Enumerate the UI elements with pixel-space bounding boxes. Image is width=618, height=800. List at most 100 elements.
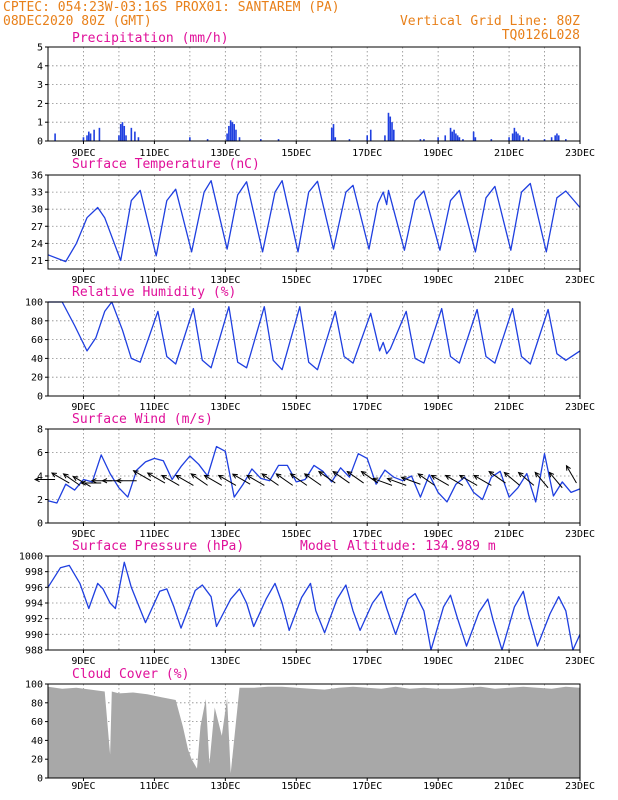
wind-arrow	[303, 473, 322, 486]
x-tick-label: 19DEC	[423, 781, 453, 792]
precip-bar	[423, 139, 425, 141]
header-grid-note: Vertical Grid Line: 80Z	[400, 14, 580, 29]
precip-bar	[123, 125, 126, 141]
x-tick-label: 13DEC	[210, 402, 240, 413]
humidity-title: Relative Humidity (%)	[72, 285, 236, 300]
precip-bar	[456, 135, 459, 141]
y-tick-label: 2	[37, 495, 43, 506]
wind-arrow	[217, 474, 237, 486]
x-tick-label: 17DEC	[352, 402, 382, 413]
wind-arrow-shaft	[133, 470, 152, 482]
wind-title: Surface Wind (m/s)	[72, 412, 213, 427]
wind-arrow	[246, 474, 265, 486]
y-tick-label: 40	[31, 354, 43, 365]
wind-arrow	[548, 471, 563, 489]
header-code: TQ0126L028	[502, 28, 580, 43]
precip-bar	[130, 127, 133, 141]
precip-bar	[93, 129, 95, 141]
x-tick-label: 17DEC	[352, 781, 382, 792]
precip-bar	[550, 137, 553, 141]
x-tick-label: 11DEC	[139, 656, 169, 667]
y-tick-label: 40	[31, 736, 43, 747]
wind-arrow-head	[289, 473, 296, 479]
y-tick-label: 4	[37, 61, 43, 72]
precip-bar	[89, 133, 92, 141]
y-tick-label: 998	[25, 567, 43, 578]
wind-arrow-head	[175, 474, 182, 480]
wind-arrow-shaft	[401, 476, 421, 485]
precip-bar	[82, 137, 85, 141]
wind-arrow-head	[548, 471, 555, 478]
x-tick-label: 9DEC	[71, 781, 95, 792]
wind-arrow-shaft	[290, 473, 308, 486]
precip-bar	[511, 133, 514, 141]
precip-bar	[98, 127, 101, 141]
y-tick-label: 992	[25, 614, 43, 625]
precip-bar	[118, 135, 120, 141]
precip-bar	[226, 133, 228, 141]
wind-arrow-head	[231, 473, 238, 479]
wind-arrow-head	[90, 478, 97, 484]
precip-bar	[462, 139, 464, 141]
wind-arrow-shaft	[346, 471, 364, 484]
wind-arrow-head	[217, 474, 224, 480]
x-tick-label: 11DEC	[139, 781, 169, 792]
x-tick-label: 23DEC	[565, 781, 595, 792]
wind-arrow-shaft	[318, 471, 336, 484]
y-tick-label: 60	[31, 335, 43, 346]
wind-arrow-head	[430, 474, 437, 480]
precip-bar	[565, 139, 567, 141]
panel-frame	[47, 301, 581, 397]
precip-bar	[522, 137, 525, 141]
x-tick-label: 17DEC	[352, 656, 382, 667]
wind-arrow-shaft	[387, 478, 407, 486]
wind-arrow	[275, 473, 294, 486]
x-tick-label: 21DEC	[494, 402, 524, 413]
wind-arrow-head	[372, 477, 379, 483]
y-tick-label: 100	[25, 680, 43, 691]
y-tick-label: 20	[31, 373, 43, 384]
wind-arrow-head	[400, 476, 407, 482]
precip-bar	[518, 135, 521, 141]
header-line1: CPTEC: 054:23W-03:16S PROX01: SANTAREM (…	[3, 0, 340, 15]
wind-arrow-head	[203, 474, 210, 480]
wind-arrow-head	[50, 472, 57, 478]
wind-arrow-shaft	[534, 472, 549, 489]
wind-arrow-head	[565, 464, 571, 471]
x-tick-label: 19DEC	[423, 275, 453, 286]
y-tick-label: 996	[25, 583, 43, 594]
wind-arrow-head	[473, 474, 480, 480]
wind-arrow	[115, 478, 137, 484]
precip-bar	[206, 139, 209, 141]
x-tick-label: 15DEC	[281, 275, 311, 286]
temperature-line	[47, 180, 581, 263]
wind-arrow	[317, 470, 336, 484]
x-tick-label: 11DEC	[139, 402, 169, 413]
wind-arrow-head	[488, 470, 495, 477]
precip-bar	[508, 137, 510, 141]
precip-bar	[444, 135, 447, 141]
y-tick-label: 0	[37, 137, 43, 148]
temperature-title: Surface Temperature (nC)	[72, 157, 260, 172]
precip-bar	[277, 139, 280, 141]
pressure-title: Surface Pressure (hPa)	[72, 539, 244, 554]
panel-pressure: 988 990 992 994 996 998 1000 9DEC 11DEC 13DEC 15DE…	[19, 539, 595, 667]
wind-arrow-shaft	[276, 473, 294, 486]
wind-arrow	[417, 473, 435, 486]
x-tick-label: 19DEC	[423, 402, 453, 413]
wind-arrow-shaft	[488, 471, 506, 484]
x-tick-label: 13DEC	[210, 781, 240, 792]
wind-arrow-head	[261, 473, 268, 479]
precip-bar	[87, 131, 90, 141]
wind-arrow-shaft	[504, 472, 521, 486]
precip-bar	[332, 124, 335, 141]
panel-wind: 0 2 4 6 8 9DEC 11DEC 13DEC 15DEC 17DEC 19DEC 21DEC 2…	[33, 412, 595, 540]
wind-arrow-head	[62, 473, 69, 479]
wind-arrow-shaft	[261, 473, 279, 486]
y-tick-label: 6	[37, 448, 43, 459]
x-tick-label: 9DEC	[71, 275, 95, 286]
y-tick-label: 0	[37, 392, 43, 403]
wind-arrow-head	[246, 474, 253, 480]
y-tick-label: 5	[37, 43, 43, 54]
wind-arrow-head	[80, 480, 86, 486]
